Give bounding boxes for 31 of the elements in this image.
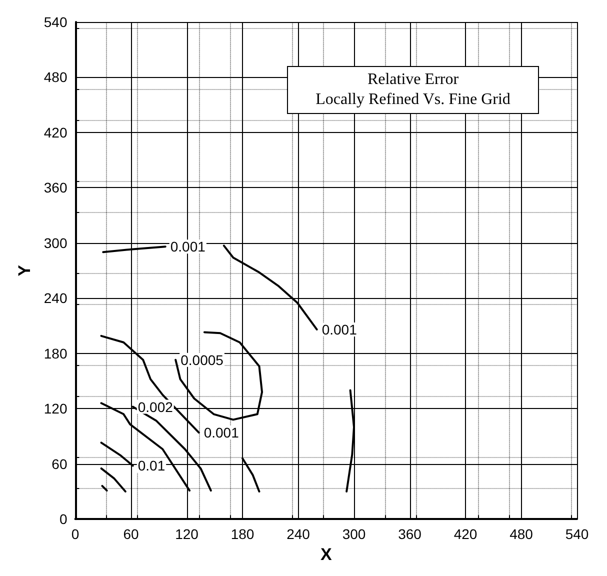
x-tick-label: 0: [71, 526, 80, 542]
y-tick-label: 0: [59, 511, 68, 528]
x-tick-label: 360: [398, 526, 422, 542]
x-tick-label: 540: [565, 526, 589, 542]
series-label: 0.001: [204, 424, 240, 441]
y-axis-title: Y: [15, 264, 34, 276]
y-tick-label: 540: [44, 14, 68, 30]
y-tick-label: 300: [44, 234, 68, 251]
text-box: Relative Error Locally Refined Vs. Fine Grid: [287, 66, 539, 114]
series-label: 0.001: [170, 238, 206, 255]
x-tick-label: 240: [286, 526, 310, 542]
x-tick-label: 60: [123, 526, 140, 542]
y-tick-label: 480: [44, 69, 68, 86]
y-tick-label: 120: [44, 400, 68, 417]
x-tick-label: 480: [510, 526, 534, 542]
series-label: 0.01: [138, 458, 166, 474]
x-tick-label: 300: [342, 526, 366, 542]
y-tick-label: 180: [44, 345, 68, 362]
series-label: 0.0005: [180, 352, 224, 368]
y-tick-label: 60: [52, 456, 68, 472]
x-axis-title: X: [320, 545, 332, 564]
x-tick-label: 180: [230, 526, 254, 542]
x-tick-label: 120: [175, 526, 199, 542]
annotation: Locally Refined Vs. Fine Grid: [314, 90, 512, 110]
series-label: 0.001: [322, 321, 358, 338]
x-tick-label: 420: [454, 526, 478, 542]
y-tick-label: 420: [44, 124, 68, 140]
series-label: 0.002: [138, 398, 174, 415]
y-tick-label: 240: [44, 290, 68, 306]
annotation: Relative Error: [366, 70, 460, 90]
y-tick-label: 360: [44, 180, 68, 196]
